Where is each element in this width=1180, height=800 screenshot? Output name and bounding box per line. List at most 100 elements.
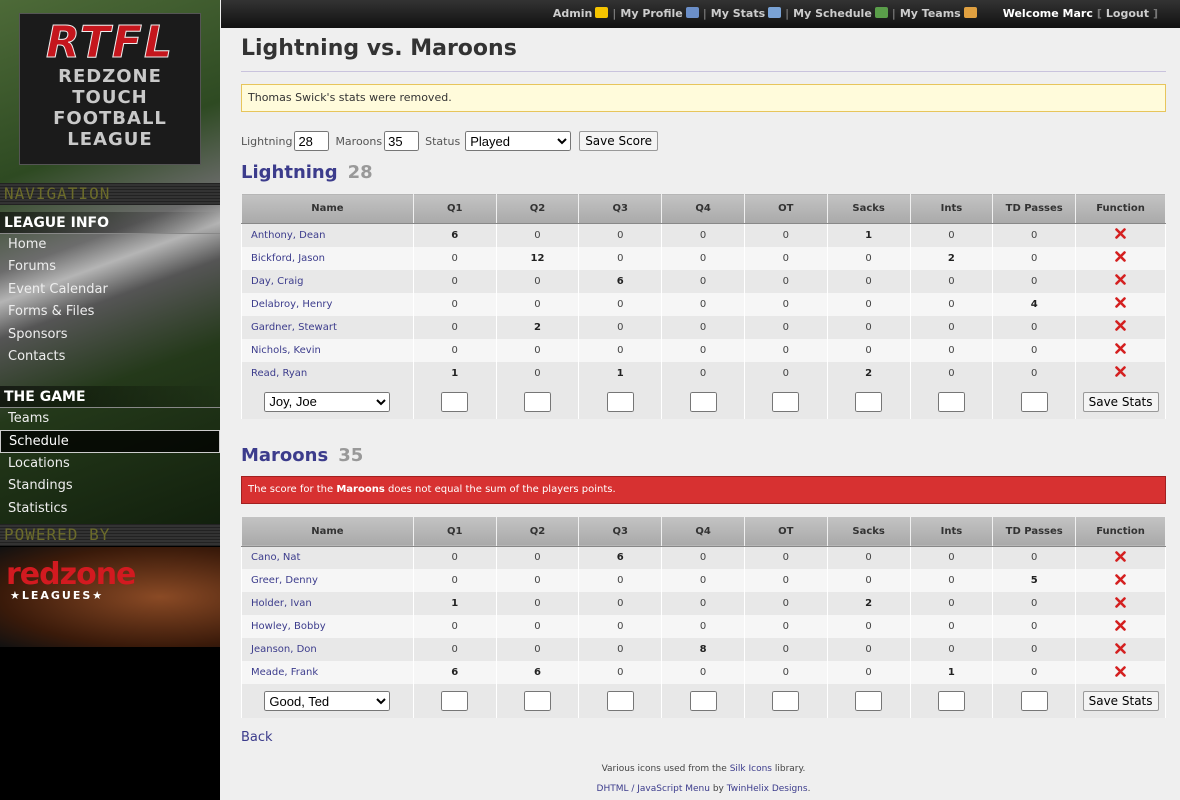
stat-cell: 0 xyxy=(661,315,745,339)
function-cell xyxy=(1075,223,1166,247)
save-stats-button[interactable]: Save Stats xyxy=(1082,391,1159,412)
team-section: Lightning 28 Name Q1 Q2 Q3 Q4 OT Sacks Ints TD Pas… xyxy=(241,162,1166,419)
stat-input[interactable] xyxy=(689,691,717,711)
nav-link[interactable]: Contacts xyxy=(8,348,66,364)
stat-input[interactable] xyxy=(606,391,634,412)
player-link[interactable]: Read, Ryan xyxy=(251,367,308,379)
nav-link[interactable]: Forums xyxy=(8,259,56,275)
delete-button[interactable] xyxy=(1115,320,1126,334)
delete-button[interactable] xyxy=(1115,228,1126,242)
teams: Lightning 28 Name Q1 Q2 Q3 Q4 OT Sacks Ints TD Pas… xyxy=(241,162,1166,718)
player-row: Howley, Bobby 0 0 0 0 0 0 0 0 xyxy=(241,615,1166,638)
player-link[interactable]: Delabroy, Henry xyxy=(251,298,333,310)
nav-link[interactable]: Statistics xyxy=(8,500,68,516)
status-select[interactable]: Played xyxy=(465,131,572,151)
player-link[interactable]: Howley, Bobby xyxy=(251,621,326,632)
stat-cell: 0 xyxy=(661,246,745,270)
player-link[interactable]: Gardner, Stewart xyxy=(251,321,337,333)
stat-input[interactable] xyxy=(441,691,469,711)
delete-button[interactable] xyxy=(1115,665,1126,680)
player-row: Read, Ryan 1 0 1 0 0 2 0 0 xyxy=(241,361,1166,385)
nav-link[interactable]: Forms & Files xyxy=(8,304,95,320)
player-link[interactable]: Meade, Frank xyxy=(251,667,319,678)
player-link[interactable]: Day, Craig xyxy=(251,275,304,287)
player-name-cell: Anthony, Dean xyxy=(241,223,414,247)
player-link[interactable]: Cano, Nat xyxy=(251,552,301,564)
delete-button[interactable] xyxy=(1115,366,1126,380)
separator: | xyxy=(891,7,896,20)
player-link[interactable]: Nichols, Kevin xyxy=(251,344,321,356)
stat-input[interactable] xyxy=(523,691,551,711)
player-link[interactable]: Jeanson, Don xyxy=(251,644,317,655)
nav-link[interactable]: Home xyxy=(8,237,47,252)
player-link[interactable]: Holder, Ivan xyxy=(251,598,312,609)
link[interactable]: DHTML / JavaScript Menu xyxy=(596,784,710,794)
delete-button[interactable] xyxy=(1115,297,1126,311)
stat-input[interactable] xyxy=(1020,391,1048,412)
stat-input[interactable] xyxy=(937,691,965,711)
player-row: Bickford, Jason 0 12 0 0 0 0 2 0 xyxy=(241,246,1166,270)
stat-input[interactable] xyxy=(855,391,883,412)
stat-cell: 0 xyxy=(992,615,1077,638)
top-link[interactable]: Admin xyxy=(552,7,593,20)
function-cell xyxy=(1075,338,1166,362)
sponsor-banner[interactable]: redzone ★LEAGUES★ xyxy=(0,547,220,647)
nav-link[interactable]: Teams xyxy=(8,411,50,426)
stat-input[interactable] xyxy=(855,691,883,711)
function-cell xyxy=(1075,546,1166,569)
link[interactable]: Silk Icons xyxy=(729,764,772,774)
delete-button[interactable] xyxy=(1115,642,1126,657)
team-score: 28 xyxy=(347,162,373,183)
delete-button[interactable] xyxy=(1115,573,1126,588)
score-input[interactable] xyxy=(384,131,420,151)
stat-cell: 0 xyxy=(992,661,1077,684)
stat-input[interactable] xyxy=(772,691,800,711)
player-link[interactable]: Bickford, Jason xyxy=(251,252,325,264)
top-link[interactable]: My Teams xyxy=(899,7,961,20)
back-link[interactable]: Back xyxy=(241,730,273,745)
delete-button[interactable] xyxy=(1115,596,1126,611)
footer-line: Various icons used from the Silk Icons l… xyxy=(241,759,1166,779)
nav-link[interactable]: Schedule xyxy=(0,430,220,453)
stat-input[interactable] xyxy=(937,391,965,412)
player-name-cell: Holder, Ivan xyxy=(241,592,414,615)
stat-input[interactable] xyxy=(441,391,469,412)
function-cell xyxy=(1075,315,1166,339)
delete-button[interactable] xyxy=(1115,274,1126,288)
stat-cell: 0 xyxy=(743,361,828,385)
delete-button[interactable] xyxy=(1115,550,1126,565)
player-select[interactable]: Good, Ted xyxy=(264,691,391,711)
nav-link[interactable]: Event Calendar xyxy=(8,281,108,297)
save-score-button[interactable]: Save Score xyxy=(579,131,659,151)
nav-link[interactable]: Standings xyxy=(8,478,73,494)
logo: RTFL REDZONE TOUCH FOOTBALL LEAGUE xyxy=(19,13,201,165)
stat-input[interactable] xyxy=(689,391,717,412)
top-link[interactable]: My Schedule xyxy=(793,7,872,20)
nav-link[interactable]: Sponsors xyxy=(8,326,68,342)
delete-icon xyxy=(1115,228,1126,240)
stat-input[interactable] xyxy=(772,391,800,412)
player-select[interactable]: Joy, Joe xyxy=(264,391,391,412)
logo-line: TOUCH xyxy=(72,87,148,108)
top-link[interactable]: My Profile xyxy=(620,7,683,20)
stat-cell: 0 xyxy=(826,338,911,362)
delete-icon xyxy=(1115,619,1126,631)
delete-button[interactable] xyxy=(1115,619,1126,634)
stat-cell: 2 xyxy=(495,315,580,339)
stat-input[interactable] xyxy=(606,691,634,711)
logout-link[interactable]: Logout xyxy=(1105,7,1149,20)
link[interactable]: TwinHelix Designs xyxy=(726,784,808,794)
player-link[interactable]: Anthony, Dean xyxy=(251,229,326,241)
stat-input[interactable] xyxy=(1020,691,1048,711)
score-input[interactable] xyxy=(294,131,330,151)
nav-link[interactable]: Locations xyxy=(8,455,70,471)
delete-icon xyxy=(1115,320,1126,331)
stat-input[interactable] xyxy=(523,391,551,412)
delete-button[interactable] xyxy=(1115,343,1126,357)
top-link[interactable]: My Stats xyxy=(710,7,766,20)
input-cell xyxy=(743,684,828,718)
column-header: Q4 xyxy=(661,193,745,224)
player-link[interactable]: Greer, Denny xyxy=(251,575,318,586)
delete-button[interactable] xyxy=(1115,251,1126,265)
save-stats-button[interactable]: Save Stats xyxy=(1082,691,1159,711)
